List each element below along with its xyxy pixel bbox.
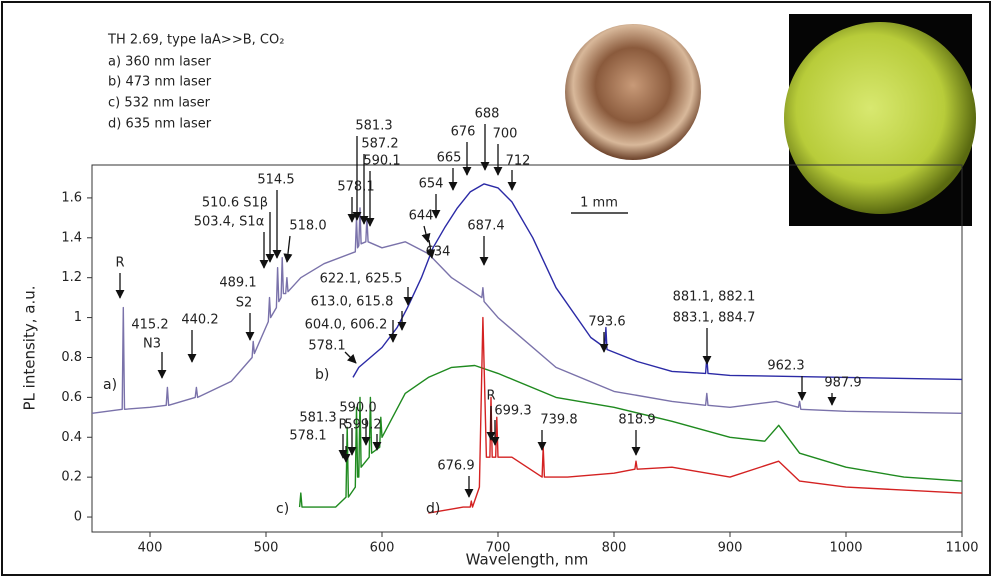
peak-label: 514.5 — [257, 173, 294, 188]
chart-title: TH 2.69, type IaA>>B, CO₂ — [107, 33, 284, 48]
peak-label: 644 — [409, 209, 434, 224]
peak-label: 987.9 — [824, 376, 861, 391]
spectrum-line — [91, 207, 963, 414]
y-axis-label: PL intensity, a.u. — [21, 286, 39, 411]
peak-label: R — [486, 389, 495, 404]
peak-label: N3 — [143, 337, 161, 352]
peak-label: 634 — [426, 245, 451, 260]
y-tick-label: 0.4 — [61, 430, 82, 445]
peak-label: 883.1, 884.7 — [673, 311, 756, 326]
peak-label: 440.2 — [181, 313, 218, 328]
peak-label: 793.6 — [588, 315, 625, 330]
peak-label: 676.9 — [437, 459, 474, 474]
peak-label: 581.3 — [355, 119, 392, 134]
x-tick-label: 1000 — [829, 541, 862, 556]
peak-arrow — [426, 239, 436, 259]
peak-arrow — [421, 225, 431, 243]
peak-label: 962.3 — [767, 359, 804, 374]
peak-label: 676 — [451, 125, 476, 140]
curve-label: c) — [276, 501, 289, 517]
peak-label: 604.0, 606.2 — [305, 318, 388, 333]
x-tick-label: 1100 — [945, 541, 978, 556]
peak-label: 518.0 — [289, 219, 326, 234]
peak-label: 578.1 — [289, 429, 326, 444]
x-tick-label: 600 — [370, 541, 395, 556]
peak-label: 599.2 — [344, 418, 381, 433]
peak-label: 654 — [419, 177, 444, 192]
peak-label: 881.1, 882.1 — [673, 290, 756, 305]
x-tick-label: 500 — [254, 541, 279, 556]
peak-label: 578.1 — [308, 339, 345, 354]
peak-label: 578.1 — [337, 180, 374, 195]
spectrum-line — [428, 316, 963, 514]
peak-label: 489.1 — [219, 276, 256, 291]
plot-frame — [91, 164, 963, 533]
curve-label: a) — [103, 377, 117, 393]
peak-label: 613.0, 615.8 — [311, 295, 394, 310]
peak-label: 581.3 — [299, 411, 336, 426]
y-tick-label: 0.2 — [61, 470, 82, 485]
legend-entry: c) 532 nm laser — [108, 96, 211, 111]
curve-label: b) — [315, 367, 329, 383]
y-tick-label: 1 — [74, 310, 82, 325]
x-tick-label: 800 — [602, 541, 627, 556]
peak-label: R — [115, 256, 124, 271]
peak-label: 688 — [475, 107, 500, 122]
x-axis-label: Wavelength, nm — [466, 551, 589, 569]
pl-glow — [784, 22, 976, 214]
peak-label: 415.2 — [131, 318, 168, 333]
y-tick-label: 0.8 — [61, 350, 82, 365]
curve-label: d) — [426, 501, 440, 517]
peak-label: 665 — [437, 151, 462, 166]
x-tick-label: 900 — [718, 541, 743, 556]
peak-label: 700 — [493, 127, 518, 142]
peak-label: 503.4, S1α — [194, 215, 265, 230]
peak-label: 818.9 — [618, 413, 655, 428]
y-tick-label: 1.4 — [61, 230, 82, 245]
peak-label: 590.1 — [363, 154, 400, 169]
peak-label: 587.2 — [361, 137, 398, 152]
peak-label: 590.0 — [339, 401, 376, 416]
y-tick-label: 1.2 — [61, 270, 82, 285]
y-tick-label: 0.6 — [61, 390, 82, 405]
y-tick-label: 1.6 — [61, 190, 82, 205]
scale-bar-label: 1 mm — [580, 196, 618, 211]
peak-label: 712 — [506, 154, 531, 169]
peak-label: 687.4 — [467, 219, 504, 234]
peak-label: R — [338, 418, 347, 433]
peak-arrow — [283, 235, 293, 263]
legend-entry: a) 360 nm laser — [108, 55, 212, 70]
x-tick-label: 700 — [486, 541, 511, 556]
x-tick-label: 400 — [138, 541, 163, 556]
peak-arrow — [344, 351, 357, 364]
legend-entry: b) 473 nm laser — [108, 75, 212, 90]
peak-label: 622.1, 625.5 — [320, 272, 403, 287]
peak-label: 510.6 S1β — [202, 196, 268, 211]
y-tick-label: 0 — [74, 510, 82, 525]
diamond-photo — [565, 24, 701, 160]
peak-label: 699.3 — [494, 404, 531, 419]
peak-label: S2 — [236, 296, 253, 311]
legend-entry: d) 635 nm laser — [108, 117, 212, 132]
peak-label: 739.8 — [540, 413, 577, 428]
